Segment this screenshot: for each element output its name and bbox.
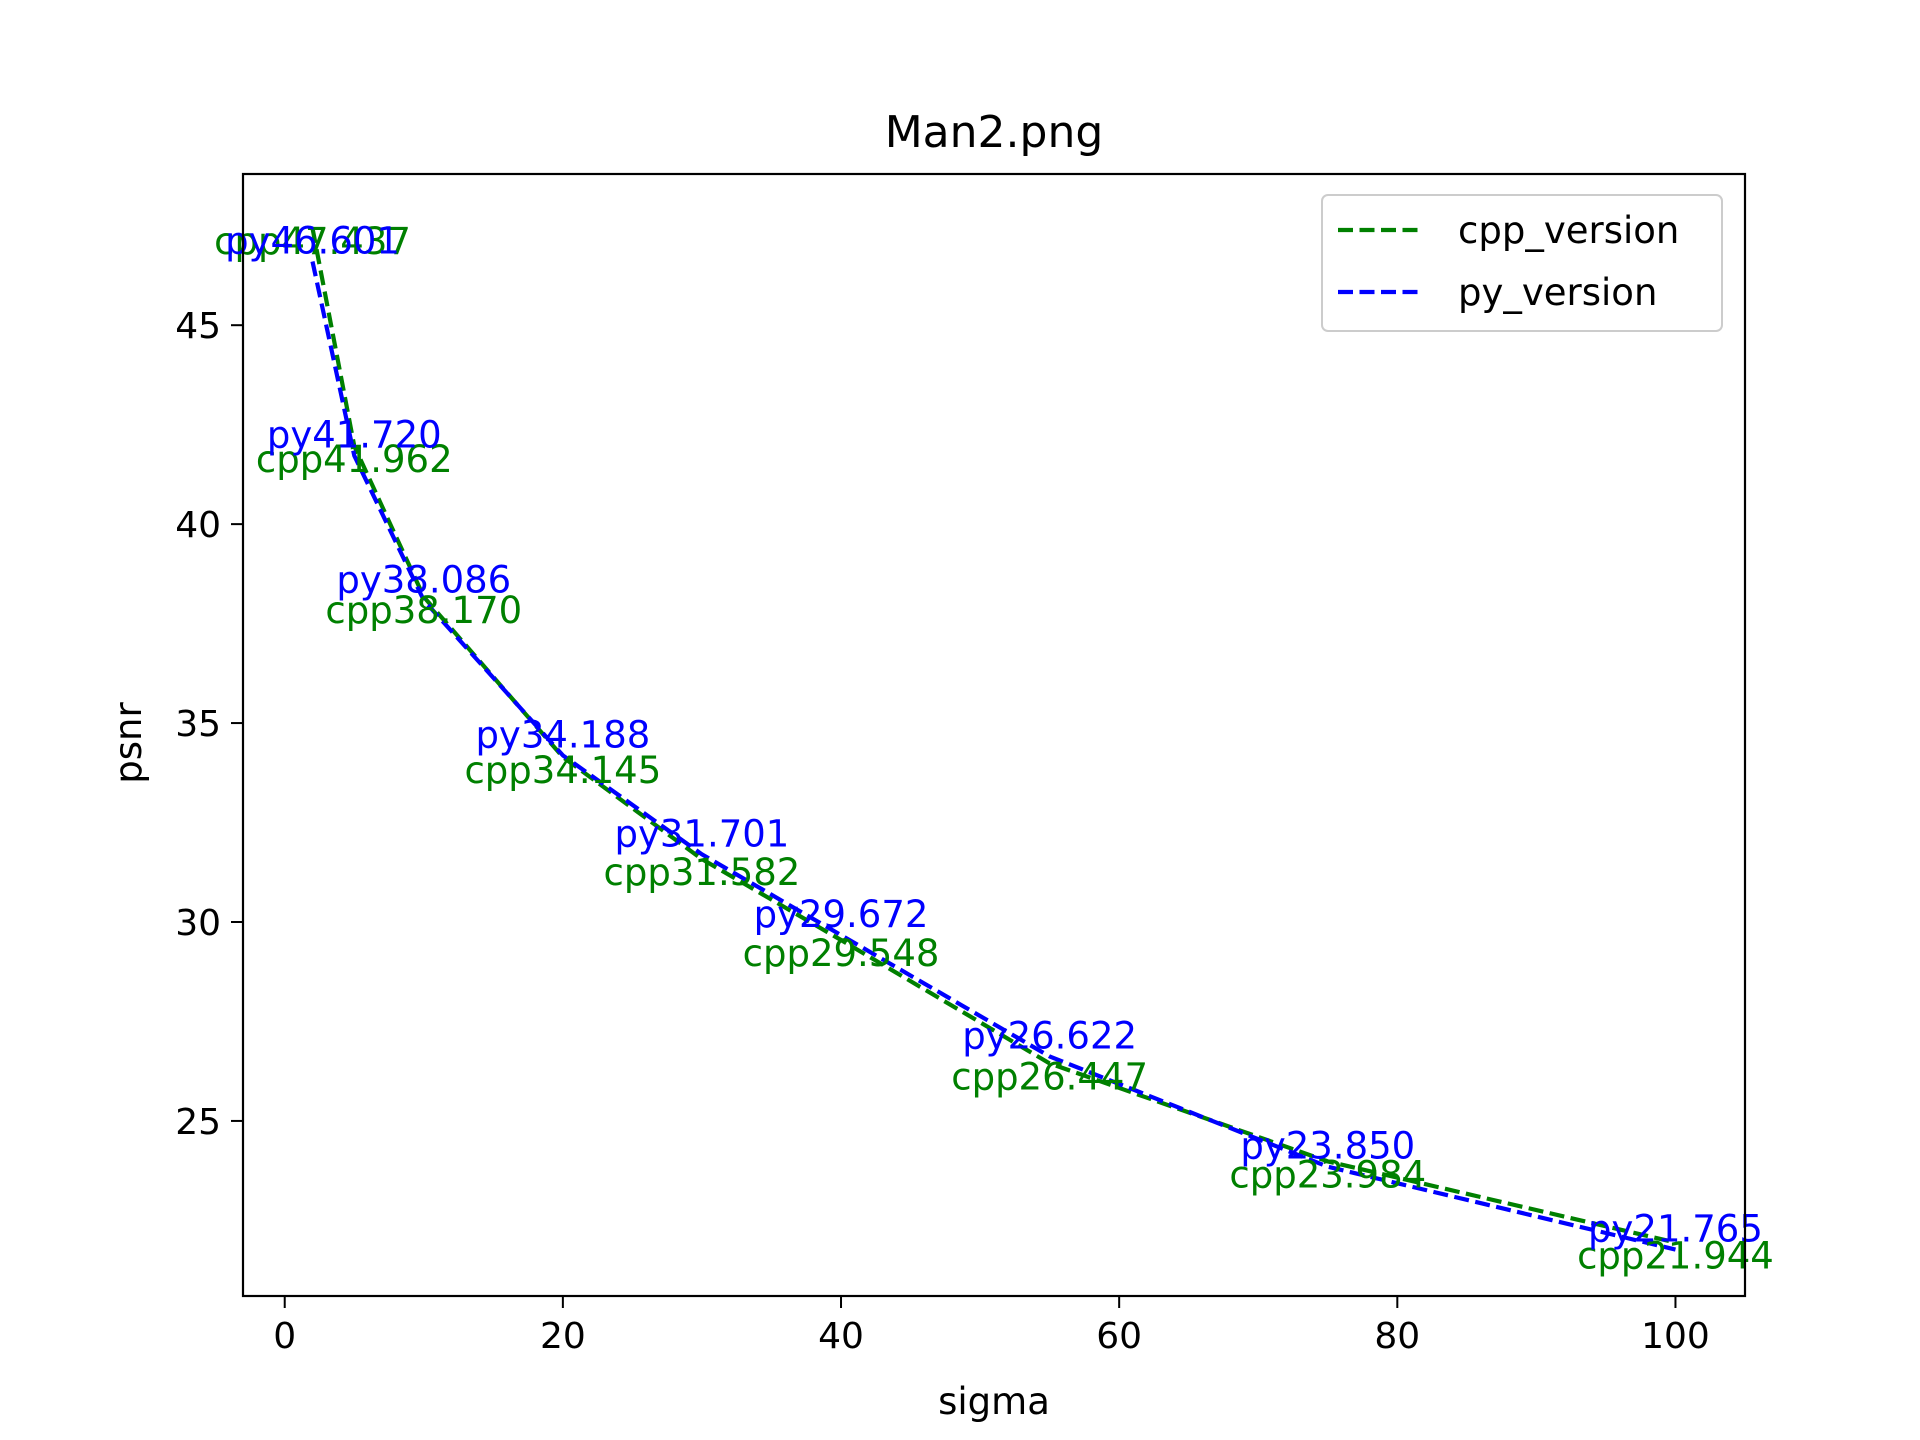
point-label-py-version-5: py29.672 bbox=[754, 893, 929, 936]
x-tick-label-4: 80 bbox=[1374, 1316, 1420, 1357]
x-tick-label-1: 20 bbox=[540, 1316, 586, 1357]
y-tick-label-3: 40 bbox=[175, 505, 221, 546]
legend-box bbox=[1321, 194, 1723, 332]
point-label-py-version-7: py23.850 bbox=[1240, 1125, 1415, 1168]
y-tick-label-0: 25 bbox=[175, 1102, 221, 1143]
y-tick-label-4: 45 bbox=[175, 306, 221, 347]
point-label-py-version-2: py38.086 bbox=[336, 558, 511, 601]
point-label-cpp-version-7: cpp23.984 bbox=[1229, 1153, 1426, 1196]
legend-label-py-version: py_version bbox=[1458, 271, 1657, 314]
y-axis-title: psnr bbox=[107, 702, 150, 784]
x-axis-title: sigma bbox=[938, 1380, 1050, 1423]
point-label-py-version-4: py31.701 bbox=[615, 812, 790, 855]
point-label-py-version-3: py34.188 bbox=[475, 713, 650, 756]
point-label-cpp-version-1: cpp41.962 bbox=[256, 438, 453, 481]
series-lines bbox=[310, 227, 1676, 1252]
legend: cpp_version py_version bbox=[1321, 194, 1723, 332]
point-labels: cpp47.437 cpp41.962 cpp38.170 cpp34.145 cpp3… bbox=[214, 219, 1774, 1277]
x-tick-label-0: 0 bbox=[273, 1316, 296, 1357]
x-tick-label-3: 60 bbox=[1096, 1316, 1142, 1357]
point-label-py-version-8: py21.765 bbox=[1588, 1208, 1763, 1251]
point-label-cpp-version-2: cpp38.170 bbox=[325, 589, 522, 632]
point-label-py-version-1: py41.720 bbox=[267, 414, 442, 457]
y-tick-label-1: 30 bbox=[175, 903, 221, 944]
legend-label-cpp-version: cpp_version bbox=[1458, 209, 1679, 252]
point-label-cpp-version-3: cpp34.145 bbox=[464, 749, 661, 792]
ticks-group: 0 20 40 60 80 100 25 30 35 40 45 bbox=[175, 306, 1710, 1357]
chart-title: Man2.png bbox=[885, 107, 1104, 158]
y-tick-label-2: 35 bbox=[175, 704, 221, 745]
point-label-py-version-6: py26.622 bbox=[962, 1014, 1137, 1057]
point-label-cpp-version-8: cpp21.944 bbox=[1577, 1235, 1774, 1278]
plot-frame bbox=[241, 172, 1747, 1298]
series-line-py-version bbox=[310, 261, 1676, 1252]
x-tick-label-5: 100 bbox=[1641, 1316, 1710, 1357]
point-label-cpp-version-5: cpp29.548 bbox=[743, 932, 940, 975]
point-label-py-version-0: py46.601 bbox=[225, 219, 400, 262]
point-label-cpp-version-4: cpp31.582 bbox=[604, 851, 801, 894]
point-label-cpp-version-6: cpp26.447 bbox=[951, 1055, 1148, 1098]
x-tick-label-2: 40 bbox=[818, 1316, 864, 1357]
point-label-cpp-version-0: cpp47.437 bbox=[214, 220, 411, 263]
